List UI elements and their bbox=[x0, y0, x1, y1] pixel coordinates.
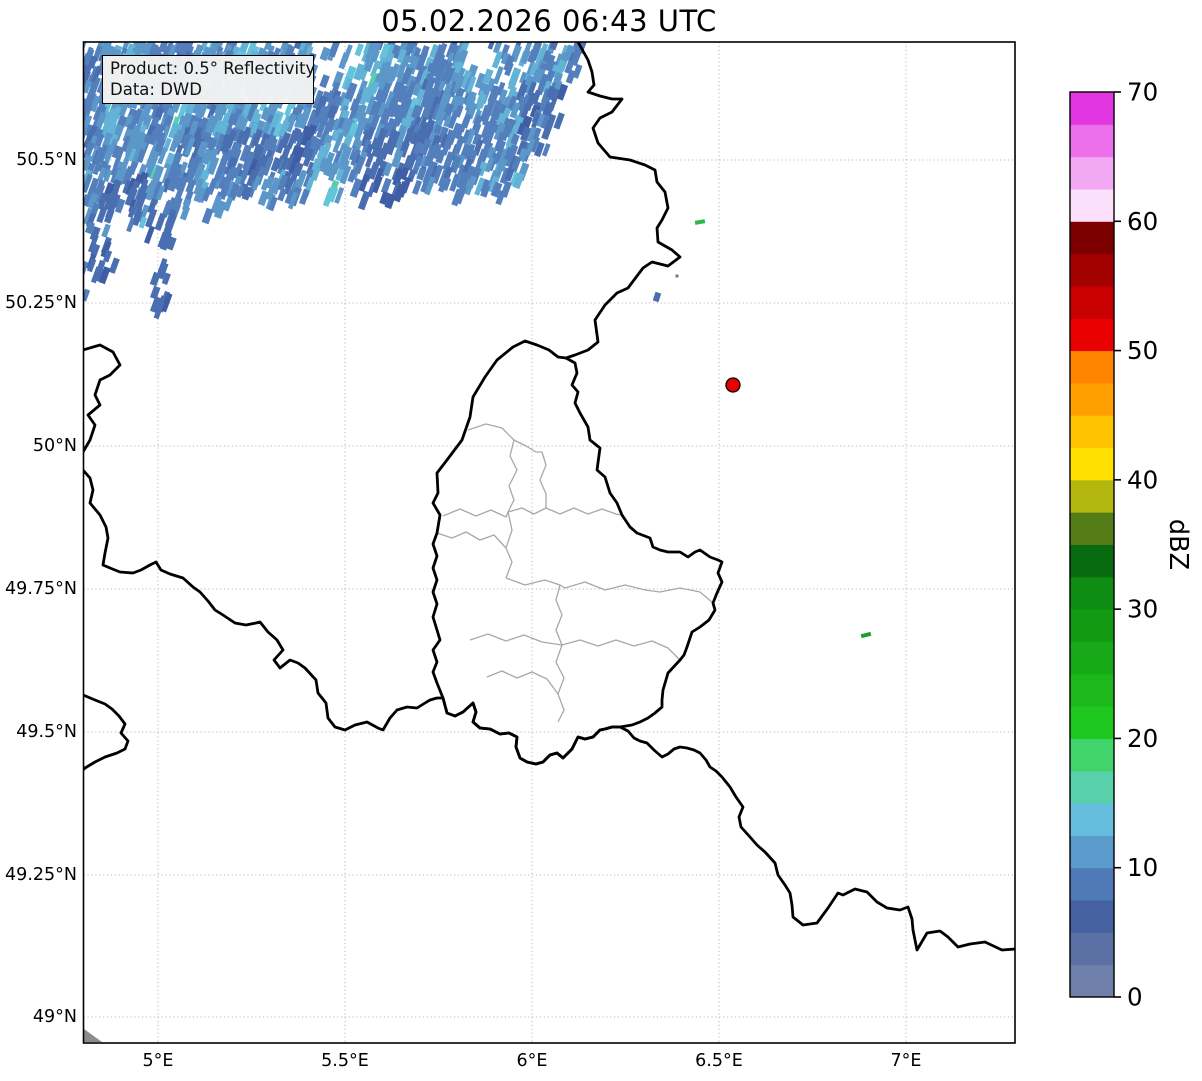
axis-labels: 50.5°N 50.25°N 50°N 49.75°N 49.5°N 49.25°N 49°… bbox=[5, 150, 921, 1071]
corner-terrain-fragment bbox=[84, 1029, 102, 1042]
colorbar-band bbox=[1070, 350, 1114, 384]
misc-layer bbox=[84, 1029, 102, 1042]
colorbar-band bbox=[1070, 706, 1114, 739]
product-info-box: Product: 0.5° Reflectivity Data: DWD bbox=[102, 55, 316, 104]
colorbar-band bbox=[1070, 156, 1114, 190]
y-tick-label: 49.75°N bbox=[5, 579, 77, 599]
colorbar-band bbox=[1070, 124, 1114, 158]
colorbar-band bbox=[1070, 382, 1114, 416]
colorbar-band bbox=[1070, 415, 1114, 449]
canton-border-line bbox=[505, 577, 714, 604]
y-tick-label: 49.25°N bbox=[5, 865, 77, 885]
x-tick-label: 5°E bbox=[143, 1051, 174, 1071]
isolated-echo bbox=[694, 219, 706, 225]
colorbar-band bbox=[1070, 544, 1114, 578]
marker-layer bbox=[725, 377, 741, 393]
y-tick-label: 50°N bbox=[33, 436, 77, 456]
colorbar-band bbox=[1070, 221, 1114, 255]
colorbar-band bbox=[1070, 188, 1114, 222]
colorbar-band bbox=[1070, 479, 1114, 513]
luxembourg-outline bbox=[431, 339, 724, 766]
country-border-line bbox=[84, 343, 122, 453]
grid-layer bbox=[83, 42, 1015, 1043]
colorbar-band bbox=[1070, 641, 1114, 675]
colorbar-axis-label: dBZ bbox=[1163, 519, 1193, 570]
colorbar-band bbox=[1070, 900, 1114, 933]
isolated-echo bbox=[652, 291, 662, 303]
colorbar-tick-label: 70 bbox=[1127, 78, 1158, 107]
canton-borders bbox=[436, 423, 714, 723]
isolated-echo bbox=[860, 631, 872, 639]
canton-border-line bbox=[555, 644, 565, 723]
colorbar-band bbox=[1070, 447, 1114, 481]
colorbar-band bbox=[1070, 932, 1114, 966]
canton-border-line bbox=[436, 531, 507, 549]
product-info-line1: Product: 0.5° Reflectivity bbox=[110, 59, 316, 78]
colorbar-band bbox=[1070, 318, 1114, 352]
colorbar-tick-label: 30 bbox=[1127, 595, 1158, 624]
country-border-line bbox=[84, 693, 130, 771]
colorbar-tick-label: 60 bbox=[1127, 207, 1158, 236]
canton-border-line bbox=[507, 439, 518, 513]
colorbar-band bbox=[1070, 512, 1114, 545]
colorbar-tick-label: 0 bbox=[1127, 983, 1143, 1012]
colorbar-band bbox=[1070, 964, 1114, 998]
canton-border-line bbox=[505, 511, 513, 579]
canton-border-line bbox=[442, 507, 547, 518]
colorbar-band bbox=[1070, 867, 1114, 901]
x-tick-label: 6.5°E bbox=[695, 1051, 743, 1071]
colorbar-band bbox=[1070, 803, 1114, 836]
x-tick-label: 5.5°E bbox=[321, 1051, 369, 1071]
country-border-line bbox=[84, 469, 1015, 952]
canton-border-line bbox=[545, 507, 623, 516]
country-borders bbox=[84, 42, 1015, 952]
colorbar-band bbox=[1070, 285, 1114, 319]
x-tick-label: 7°E bbox=[891, 1051, 922, 1071]
canton-border-line bbox=[486, 670, 559, 695]
canton-border-line bbox=[539, 451, 547, 508]
colorbar-tick-label: 10 bbox=[1127, 853, 1158, 882]
radar-site-marker bbox=[725, 377, 741, 393]
colorbar-outline bbox=[1069, 91, 1115, 998]
product-info-line2: Data: DWD bbox=[110, 80, 202, 99]
canton-border-line bbox=[467, 423, 542, 453]
y-tick-label: 50.5°N bbox=[16, 150, 77, 170]
colorbar-tick-label: 20 bbox=[1127, 724, 1158, 753]
colorbar-band bbox=[1070, 770, 1114, 804]
canton-border-line bbox=[469, 633, 681, 661]
figure-title: 05.02.2026 06:43 UTC bbox=[381, 4, 717, 38]
colorbar-band bbox=[1070, 576, 1114, 610]
colorbar-band bbox=[1070, 92, 1114, 125]
colorbar-band bbox=[1070, 609, 1114, 642]
isolated-echo bbox=[675, 274, 679, 278]
frame-layer bbox=[82, 41, 1016, 1044]
colorbar-band bbox=[1070, 253, 1114, 287]
isolated-echoes-layer bbox=[652, 219, 872, 639]
colorbar: 0 10 20 30 40 50 60 70 dBZ bbox=[1069, 78, 1193, 1012]
colorbar-band bbox=[1070, 835, 1114, 869]
canton-border-line bbox=[555, 584, 563, 646]
x-tick-label: 6°E bbox=[517, 1051, 548, 1071]
colorbar-band bbox=[1070, 738, 1114, 772]
y-tick-label: 49.5°N bbox=[16, 722, 77, 742]
y-tick-label: 50.25°N bbox=[5, 293, 77, 313]
colorbar-tick-label: 50 bbox=[1127, 336, 1158, 365]
country-border-line bbox=[564, 42, 682, 360]
y-tick-label: 49°N bbox=[33, 1007, 77, 1027]
colorbar-tick-label: 40 bbox=[1127, 465, 1158, 494]
colorbar-band bbox=[1070, 673, 1114, 707]
plot-frame bbox=[82, 41, 1016, 1044]
